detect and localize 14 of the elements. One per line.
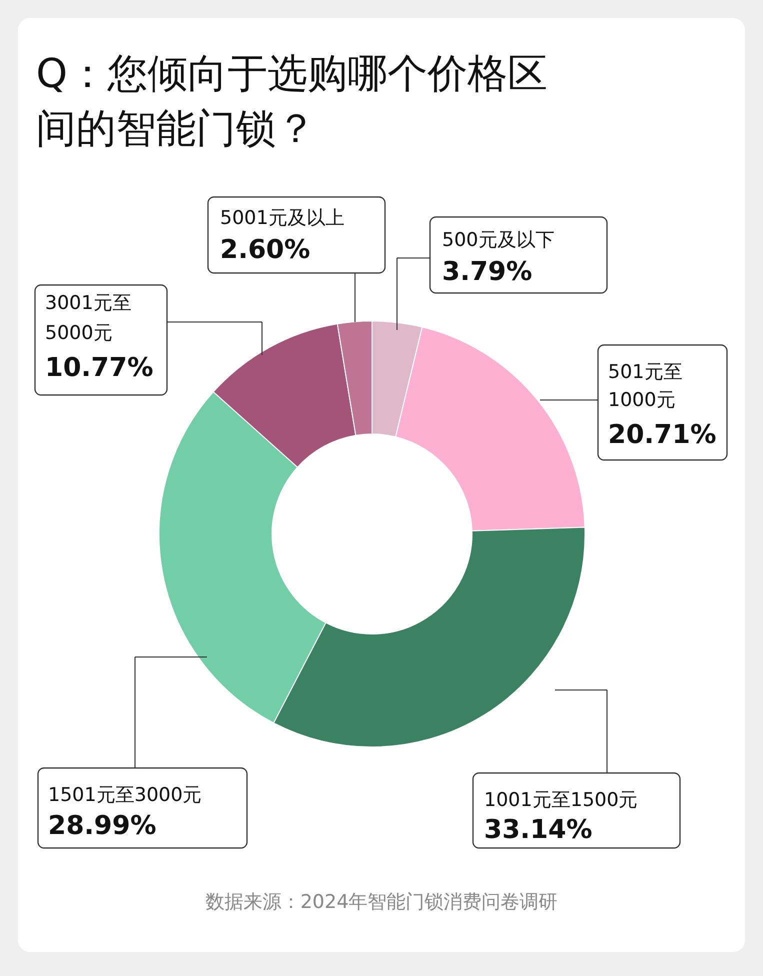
data-label: 33.14% [484, 815, 592, 845]
data-label: 3.79% [442, 257, 532, 287]
data-label: 10.77% [45, 353, 154, 383]
source-note: 数据来源：2024年智能门锁消费问卷调研 [205, 891, 558, 913]
data-label: 28.99% [48, 811, 156, 841]
slice-label: 3001元至5000元 [45, 292, 132, 344]
chart-title: Q：您倾向于选购哪个价格区间的智能门锁？ [36, 51, 548, 152]
slice-label: 501元至1000元 [608, 361, 682, 411]
slice-label: 1001元至1500元 [484, 789, 638, 811]
slice-label: 1501元至3000元 [48, 784, 202, 806]
slice-label: 500元及以下 [442, 229, 554, 251]
slice-label: 5001元及以上 [220, 207, 344, 229]
data-label: 2.60% [220, 235, 310, 265]
data-label: 20.71% [608, 420, 716, 450]
